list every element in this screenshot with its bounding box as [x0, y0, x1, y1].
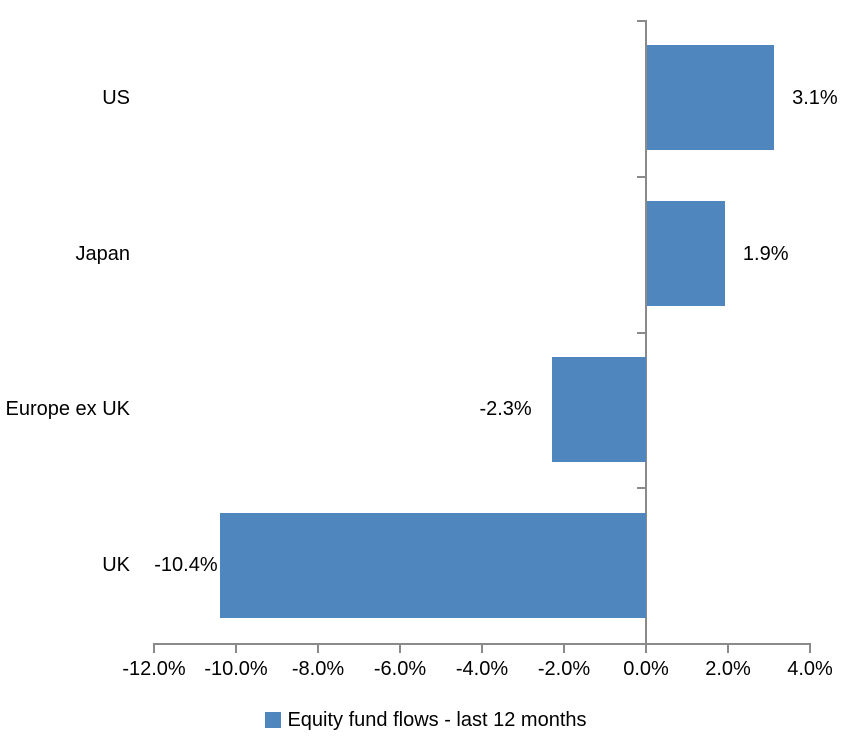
x-axis-tick-label: 0.0%	[623, 658, 669, 680]
x-axis-tick-label: -8.0%	[291, 658, 345, 680]
category-axis-tick	[637, 331, 645, 334]
category-label: Japan	[75, 242, 131, 265]
legend: Equity fund flows - last 12 months	[0, 705, 852, 735]
value-label: -10.4%	[154, 554, 218, 577]
category-label: UK	[102, 554, 130, 577]
x-axis-tick-label: -2.0%	[537, 658, 591, 680]
bar-japan	[647, 201, 725, 307]
x-axis-tick	[645, 643, 647, 653]
legend-label: Equity fund flows - last 12 months	[287, 709, 587, 731]
category-axis-tick	[637, 487, 645, 490]
x-axis-tick-label: -4.0%	[455, 658, 509, 680]
bar-uk	[219, 512, 646, 618]
x-axis-tick-label: -10.0%	[204, 658, 268, 680]
x-axis-tick-label: -6.0%	[373, 658, 427, 680]
x-axis-tick	[727, 643, 729, 653]
legend-swatch-icon	[265, 712, 282, 728]
x-axis-tick	[399, 643, 401, 653]
x-axis-tick-label: 4.0%	[787, 658, 833, 680]
x-axis-tick	[563, 643, 565, 653]
x-axis-tick	[317, 643, 319, 653]
category-axis-tick	[637, 20, 645, 22]
x-axis-tick-label: -12.0%	[122, 658, 186, 680]
x-axis-tick	[235, 643, 237, 653]
y-axis-zero-line	[645, 20, 647, 653]
x-axis-tick	[153, 643, 155, 653]
category-axis-tick	[637, 643, 645, 645]
value-label: -2.3%	[479, 398, 532, 421]
x-axis-tick	[809, 643, 811, 653]
category-label: Europe ex UK	[5, 398, 130, 421]
value-label: 1.9%	[742, 242, 789, 265]
x-axis-tick-label: 2.0%	[705, 658, 751, 680]
value-label: 3.1%	[792, 86, 838, 109]
bar-us	[647, 45, 775, 151]
category-label: US	[102, 86, 130, 109]
category-axis-tick	[637, 175, 645, 178]
x-axis-tick	[481, 643, 483, 653]
bar-europe-ex-uk	[551, 356, 646, 462]
